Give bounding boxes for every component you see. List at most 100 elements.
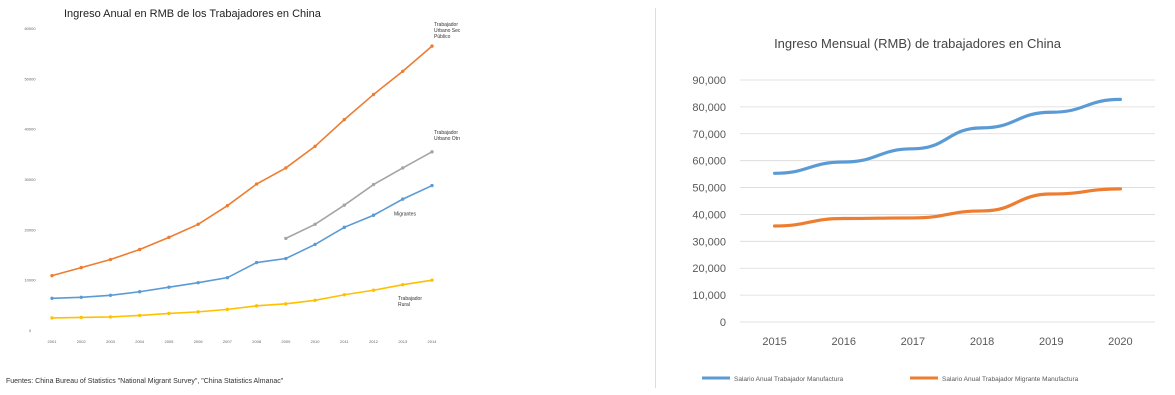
left-x-tick-label: 2012 — [369, 339, 379, 344]
left-series-point — [371, 213, 376, 217]
left-series-point — [342, 203, 347, 207]
left-series-point — [342, 293, 347, 297]
left-series-point — [430, 150, 434, 154]
left-series-point — [313, 222, 317, 226]
left-series-point — [254, 182, 259, 186]
left-series-point — [225, 307, 230, 312]
left-series-point — [137, 290, 142, 294]
left-series-label: Migrantes — [394, 212, 416, 218]
left-x-tick-label: 2013 — [398, 339, 408, 344]
right-series-line — [772, 97, 1123, 175]
left-series-line — [51, 279, 433, 319]
left-series-point — [371, 182, 376, 187]
right-y-tick-label: 30,000 — [692, 236, 726, 248]
left-series-label: Trabajador Rural — [398, 296, 422, 308]
left-series-line — [51, 184, 433, 300]
right-y-tick-label: 70,000 — [692, 129, 726, 141]
left-series-point — [284, 302, 288, 306]
right-y-tick-label: 60,000 — [692, 156, 726, 168]
left-series-point — [167, 311, 171, 316]
left-y-tick-label: 50000 — [24, 76, 36, 81]
right-y-tick-label: 0 — [720, 317, 726, 329]
left-series-point — [167, 285, 171, 289]
left-series-point — [313, 298, 317, 303]
right-x-tick-label: 2018 — [970, 336, 994, 348]
left-series-point — [284, 256, 288, 261]
left-series-point — [196, 280, 200, 285]
left-series-point — [342, 225, 347, 230]
left-series-point — [254, 304, 259, 308]
left-series-point — [79, 315, 83, 320]
right-y-tick-label: 10,000 — [692, 290, 726, 302]
right-x-tick-label: 2019 — [1039, 336, 1063, 348]
left-y-tick-label: 0 — [29, 328, 32, 333]
left-series-point — [50, 316, 54, 320]
left-x-tick-label: 2014 — [428, 339, 438, 344]
right-y-tick-label: 20,000 — [692, 263, 726, 275]
left-series-point — [108, 257, 113, 262]
right-y-tick-label: 40,000 — [692, 209, 726, 221]
left-y-tick-label: 60000 — [24, 26, 36, 31]
left-chart-svg: 0 10000 20000 30000 40000 50000 60000 2001 2002 2… — [24, 22, 460, 344]
left-series-point — [79, 295, 83, 299]
monthly-income-chart-panel: Ingreso Mensual (RMB) de trabajadores en… — [660, 0, 1175, 395]
left-x-tick-label: 2011 — [340, 339, 349, 344]
right-x-tick-label: 2017 — [901, 336, 925, 348]
left-x-tick-label: 2001 — [48, 339, 58, 344]
right-legend-label: Salario Anual Trabajador Manufactura — [734, 376, 844, 383]
left-series-point — [371, 288, 376, 292]
left-x-tick-label: 2010 — [311, 339, 321, 344]
left-series-point — [137, 247, 142, 252]
source-note: Fuentes: China Bureau of Statistics "Nat… — [6, 378, 284, 385]
panel-divider — [655, 8, 656, 388]
left-series-point — [430, 278, 434, 282]
left-x-tick-label: 2007 — [223, 339, 233, 344]
left-series-point — [108, 293, 113, 297]
left-y-tick-label: 20000 — [24, 227, 36, 232]
right-legend-label: Salario Anual Trabajador Migrante Manufa… — [942, 376, 1079, 383]
annual-income-chart-panel: Ingreso Anual en RMB de los Trabajadores… — [0, 0, 460, 395]
left-series-point — [371, 92, 376, 97]
left-series-point — [254, 260, 259, 265]
left-x-tick-label: 2004 — [135, 339, 145, 344]
left-x-tick-label: 2005 — [164, 339, 174, 344]
left-y-tick-label: 40000 — [24, 127, 36, 132]
right-x-tick-label: 2020 — [1108, 336, 1132, 348]
right-x-tick-label: 2015 — [762, 336, 786, 348]
left-series-point — [401, 69, 405, 73]
left-chart-title: Ingreso Anual en RMB de los Trabajadores… — [64, 8, 321, 20]
right-x-tick-label: 2016 — [832, 336, 856, 348]
left-series-point — [196, 310, 200, 314]
left-series-point — [313, 144, 317, 148]
right-y-tick-label: 80,000 — [692, 102, 726, 114]
right-chart-title: Ingreso Mensual (RMB) de trabajadores en… — [774, 36, 1061, 51]
left-series-point — [196, 222, 200, 226]
right-y-tick-label: 90,000 — [692, 75, 726, 87]
left-x-tick-label: 2003 — [106, 339, 116, 344]
left-y-tick-label: 10000 — [24, 278, 36, 283]
left-series-point — [401, 197, 405, 201]
left-series-point — [137, 313, 142, 318]
left-series-point — [50, 273, 54, 278]
left-series-point — [313, 242, 317, 247]
right-y-tick-label: 50,000 — [692, 183, 726, 195]
left-series-point — [225, 275, 230, 280]
left-series-point — [50, 296, 54, 300]
left-x-tick-label: 2006 — [194, 339, 204, 344]
left-series-point — [225, 203, 230, 208]
left-series-point — [108, 315, 113, 319]
left-y-tick-label: 30000 — [24, 177, 36, 182]
left-series-line — [285, 151, 433, 240]
left-series-point — [401, 283, 405, 287]
left-x-tick-label: 2002 — [77, 339, 87, 344]
right-series-line — [772, 187, 1123, 228]
left-series-point — [167, 235, 171, 240]
right-chart-svg: 0 10,000 20,000 30,000 40,000 50,000 60,000 70,… — [692, 75, 1155, 383]
left-x-tick-label: 2009 — [281, 339, 291, 344]
left-series-point — [284, 166, 288, 170]
left-series-point — [284, 236, 288, 241]
left-series-point — [430, 44, 434, 48]
left-series-point — [79, 265, 83, 270]
